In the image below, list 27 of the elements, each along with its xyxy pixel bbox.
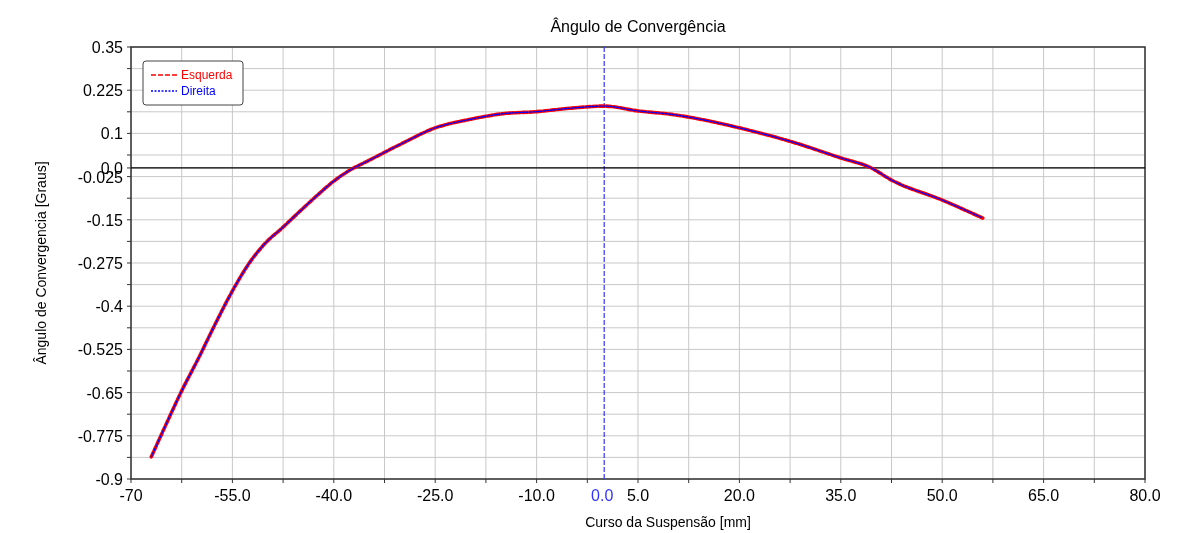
y-tick-label: 0.35	[91, 39, 124, 56]
legend-label: Direita	[181, 84, 216, 98]
x-tick-label: -10.0	[518, 487, 555, 504]
y-axis-title: Ângulo de Convergencia [Graus]	[33, 161, 49, 365]
x-tick-label: -55.0	[214, 487, 251, 504]
y-tick-label: 0.1	[100, 125, 124, 143]
legend-label: Esquerda	[181, 68, 233, 82]
x-tick-label: -25.0	[416, 487, 454, 504]
x-tick-label: -70	[119, 487, 143, 504]
x-tick-label: 35.0	[825, 487, 857, 504]
x-tick-label: 65.0	[1028, 487, 1060, 504]
y-tick-label: -0.9	[95, 471, 124, 488]
x-tick-label: 80.0	[1129, 487, 1161, 504]
x-tick-label: 20.0	[723, 487, 756, 504]
y-tick-label: -0.4	[95, 298, 124, 316]
y-tick-label: 0.225	[82, 82, 124, 100]
y-tick-label: -0.15	[86, 211, 124, 229]
x-tick-label: -40.0	[315, 487, 353, 504]
x-tick-label: 5.0	[626, 487, 650, 504]
x-tick-label: 50.0	[926, 487, 958, 504]
ref-line-label: 0.0	[591, 487, 614, 504]
y-tick-label: -0.775	[77, 427, 124, 445]
y-tick-label: -0.65	[86, 384, 124, 402]
x-axis-title: Curso da Suspensão [mm]	[585, 514, 751, 530]
y-tick-label: -0.275	[77, 255, 124, 272]
y-tick-label: -0.525	[77, 341, 124, 359]
chart-title: Ângulo de Convergência	[550, 17, 726, 35]
